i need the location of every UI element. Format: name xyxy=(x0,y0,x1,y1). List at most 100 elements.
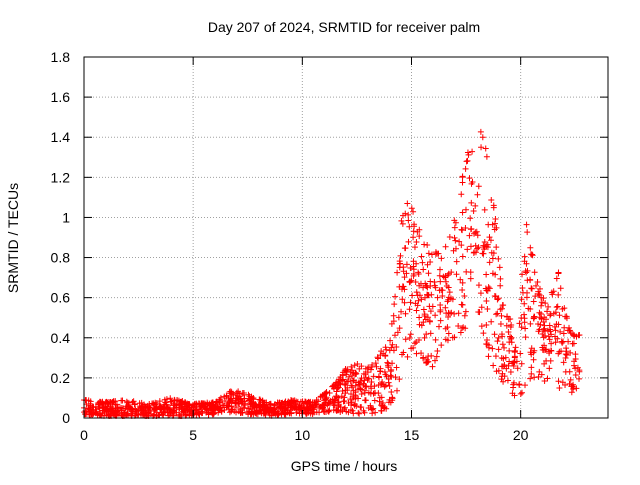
y-axis-label: SRMTID / TECUs xyxy=(5,183,21,293)
data-point xyxy=(545,333,552,340)
data-point xyxy=(492,271,499,278)
data-point xyxy=(425,270,432,277)
data-point xyxy=(498,355,505,362)
data-point xyxy=(479,250,486,257)
data-point xyxy=(350,377,357,384)
data-point xyxy=(487,237,494,244)
data-point xyxy=(284,400,291,407)
data-point xyxy=(521,300,528,307)
data-point xyxy=(400,264,407,271)
data-point xyxy=(162,399,169,406)
data-point xyxy=(110,406,117,413)
data-point xyxy=(449,296,456,303)
data-point xyxy=(459,287,466,294)
data-point xyxy=(527,320,534,327)
data-point xyxy=(459,279,466,286)
data-point xyxy=(524,267,531,274)
data-point xyxy=(542,300,549,307)
data-point xyxy=(553,275,560,282)
data-point xyxy=(305,406,312,413)
data-point xyxy=(176,402,183,409)
data-point xyxy=(452,237,459,244)
data-point xyxy=(457,276,464,283)
data-point xyxy=(435,323,442,330)
data-point xyxy=(238,400,245,407)
data-point xyxy=(433,353,440,360)
data-point xyxy=(425,292,432,299)
data-point xyxy=(461,292,468,299)
data-point xyxy=(117,404,124,411)
data-point xyxy=(408,205,415,212)
data-point xyxy=(505,328,512,335)
data-point xyxy=(527,349,534,356)
data-point xyxy=(522,334,529,341)
data-point xyxy=(415,297,422,304)
data-point xyxy=(410,208,417,215)
data-point xyxy=(572,365,579,372)
data-point xyxy=(135,407,142,414)
data-point xyxy=(512,344,519,351)
data-point xyxy=(330,401,337,408)
data-point xyxy=(294,398,301,405)
data-point xyxy=(257,398,264,405)
data-point xyxy=(310,403,317,410)
data-point xyxy=(381,369,388,376)
data-point xyxy=(329,396,336,403)
data-point xyxy=(407,299,414,306)
data-point xyxy=(507,335,514,342)
data-point xyxy=(535,320,542,327)
data-point xyxy=(446,233,453,240)
data-point xyxy=(479,134,486,141)
data-point xyxy=(506,358,513,365)
data-point xyxy=(428,251,435,258)
data-point xyxy=(559,339,566,346)
data-point xyxy=(528,345,535,352)
data-point xyxy=(402,336,409,343)
data-point xyxy=(457,329,464,336)
data-point xyxy=(389,360,396,367)
data-point xyxy=(529,251,536,258)
data-point xyxy=(340,398,347,405)
data-point xyxy=(478,323,485,330)
data-point xyxy=(428,352,435,359)
data-point xyxy=(375,355,382,362)
data-point xyxy=(261,402,268,409)
data-point xyxy=(411,340,418,347)
data-point xyxy=(557,285,564,292)
data-point xyxy=(267,401,274,408)
data-point xyxy=(388,344,395,351)
data-point xyxy=(451,224,458,231)
data-point xyxy=(387,337,394,344)
data-point xyxy=(518,314,525,321)
data-point xyxy=(426,317,433,324)
data-point xyxy=(496,264,503,271)
data-point xyxy=(506,347,513,354)
data-point xyxy=(463,158,470,165)
data-point xyxy=(276,399,283,406)
data-point xyxy=(547,312,554,319)
data-point xyxy=(483,341,490,348)
data-point xyxy=(421,241,428,248)
data-point xyxy=(397,252,404,259)
data-point xyxy=(421,313,428,320)
data-point xyxy=(474,245,481,252)
data-point xyxy=(495,334,502,341)
data-point xyxy=(306,399,313,406)
data-point xyxy=(432,249,439,256)
plot-frame xyxy=(83,56,609,419)
data-point xyxy=(492,216,499,223)
data-point xyxy=(471,249,478,256)
data-point xyxy=(385,399,392,406)
data-point xyxy=(391,332,398,339)
y-tick-label: 1.4 xyxy=(51,129,71,145)
data-point xyxy=(563,345,570,352)
data-point xyxy=(139,403,146,410)
data-point xyxy=(448,269,455,276)
data-point xyxy=(466,232,473,239)
data-point xyxy=(528,285,535,292)
data-point xyxy=(368,379,375,386)
x-tick-label: 10 xyxy=(295,427,311,443)
data-point xyxy=(462,206,469,213)
data-point xyxy=(204,407,211,414)
data-point xyxy=(145,409,152,416)
